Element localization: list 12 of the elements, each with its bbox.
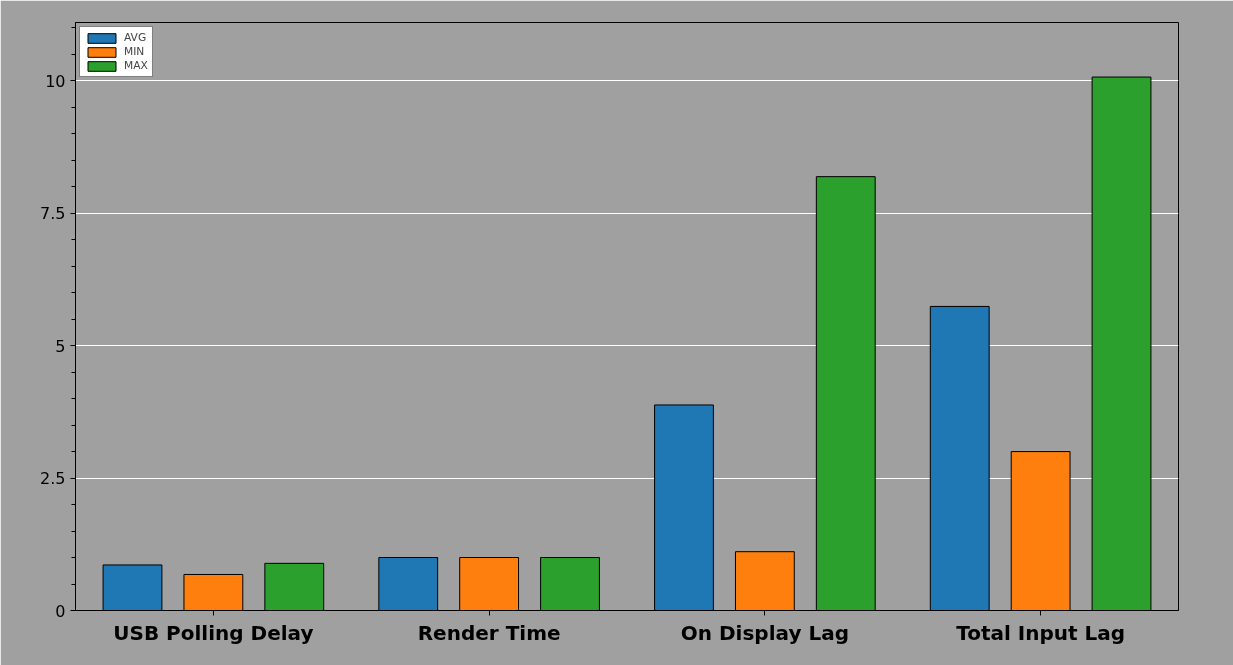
legend-label: MAX — [124, 59, 148, 72]
y-tick-label: 2.5 — [40, 469, 66, 489]
y-tick-label: 10 — [45, 71, 66, 91]
legend-label: MIN — [124, 45, 145, 58]
x-tick-label: Total Input Lag — [956, 620, 1126, 645]
y-tick-label: 5 — [55, 336, 66, 356]
x-tick-label: Render Time — [417, 620, 561, 645]
x-tick-label: USB Polling Delay — [113, 620, 314, 645]
legend-label: AVG — [124, 31, 147, 44]
y-tick-label: 7.5 — [40, 204, 66, 224]
y-tick-label: 0 — [55, 601, 66, 621]
x-tick-label: On Display Lag — [680, 620, 849, 645]
